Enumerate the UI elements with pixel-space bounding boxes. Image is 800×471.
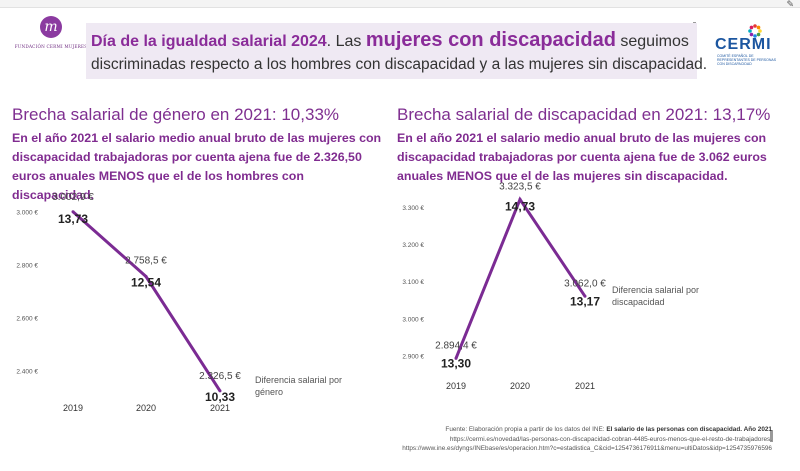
cermi-logo-word: CERMI — [715, 36, 772, 53]
y-tick-label: 3.000 € — [402, 316, 424, 323]
source-note: Fuente: Elaboración propia a partir de l… — [402, 425, 772, 454]
edit-icon[interactable]: ✎ — [786, 0, 794, 9]
value-label: 3.062,0 € — [564, 278, 606, 289]
legend-label: Diferencia salarial por — [255, 375, 342, 385]
value-label: 3.002,9 € — [52, 192, 94, 203]
source-title: El salario de las personas con discapaci… — [606, 426, 772, 433]
data-point — [454, 356, 458, 360]
left-section-text: En el año 2021 el salario medio anual br… — [12, 131, 382, 202]
x-tick-label: 2019 — [446, 381, 466, 391]
percentage-label: 12,54 — [131, 276, 161, 290]
y-tick-label: 3.100 € — [402, 279, 424, 286]
source-line: Fuente: Elaboración propia a partir de l… — [402, 425, 772, 435]
cermi-logo-dot — [756, 32, 761, 37]
fundacion-logo: m FUNDACIÓN CERMI MUJERES — [14, 16, 88, 64]
right-section-title: Brecha salarial de discapacidad en 2021:… — [397, 105, 771, 124]
percentage-label: 14,73 — [505, 199, 535, 213]
cermi-logo-dot — [749, 25, 754, 30]
window-top-bar: ✎ — [0, 0, 800, 9]
percentage-label: 10,33 — [205, 390, 235, 404]
cermi-logo-star — [748, 24, 762, 38]
y-tick-label: 3.000 € — [16, 210, 38, 217]
x-tick-label: 2019 — [63, 403, 83, 413]
source-url-2[interactable]: https://www.ine.es/dyngs/INEbase/es/oper… — [402, 445, 772, 452]
legend-label: género — [255, 387, 283, 397]
x-tick-label: 2020 — [136, 403, 156, 413]
value-label: 2.894,4 € — [435, 340, 477, 351]
fundacion-logo-text: FUNDACIÓN CERMI MUJERES — [14, 44, 88, 49]
x-tick-label: 2021 — [210, 403, 230, 413]
banner-line-1: Día de la igualdad salarial 2024. Las mu… — [91, 29, 689, 52]
percentage-label: 13,73 — [58, 212, 88, 226]
banner-highlight: mujeres con discapacidad — [365, 29, 616, 51]
cermi-logo-dot — [753, 24, 757, 28]
y-tick-label: 2.400 € — [16, 368, 38, 375]
value-label: 2.758,5 € — [125, 256, 167, 267]
value-label: 2.326,5 € — [199, 371, 241, 382]
data-point — [144, 275, 148, 279]
y-tick-label: 2.600 € — [16, 315, 38, 322]
data-point — [518, 197, 522, 201]
y-tick-label: 2.800 € — [16, 263, 38, 270]
resize-handle[interactable] — [770, 430, 773, 442]
banner-title: Día de la igualdad salarial 2024 — [91, 33, 327, 50]
data-point — [71, 210, 75, 214]
value-label: 3.323,5 € — [499, 181, 541, 192]
legend-label: Diferencia salarial por — [612, 285, 699, 295]
cermi-logo-dot — [749, 32, 754, 37]
y-tick-label: 2.900 € — [402, 353, 424, 360]
banner-text-part1: . Las — [326, 33, 366, 50]
cermi-logo-subtitle: Comité Español de Representantes de Pers… — [717, 54, 777, 67]
title-banner: Día de la igualdad salarial 2024. Las mu… — [86, 23, 707, 79]
banner-text-part2: seguimos — [615, 33, 689, 50]
data-point — [583, 294, 587, 298]
source-prefix: Fuente: Elaboración propia a partir de l… — [445, 426, 607, 433]
cermi-logo-dot — [748, 29, 752, 33]
cermi-logo-dot — [753, 34, 757, 38]
legend-label: discapacidad — [612, 297, 665, 307]
y-tick-label: 3.200 € — [402, 242, 424, 249]
fundacion-logo-mark: m — [40, 16, 62, 38]
source-url-1[interactable]: https://cermi.es/novedad/las-personas-co… — [449, 435, 772, 443]
banner-line-2: discriminadas respecto a los hombres con… — [91, 56, 708, 73]
x-tick-label: 2021 — [575, 381, 595, 391]
data-point — [218, 389, 222, 393]
right-section-text: En el año 2021 el salario medio anual br… — [397, 131, 767, 183]
y-tick-label: 3.300 € — [402, 205, 424, 212]
cermi-logo-dot — [756, 25, 761, 30]
left-section-title: Brecha salarial de género en 2021: 10,33… — [12, 105, 340, 124]
cermi-logo: CERMI Comité Español de Representantes d… — [711, 24, 785, 74]
cermi-logo-dot — [758, 29, 762, 33]
percentage-label: 13,17 — [570, 294, 600, 308]
percentage-label: 13,30 — [441, 356, 471, 370]
x-tick-label: 2020 — [510, 381, 530, 391]
